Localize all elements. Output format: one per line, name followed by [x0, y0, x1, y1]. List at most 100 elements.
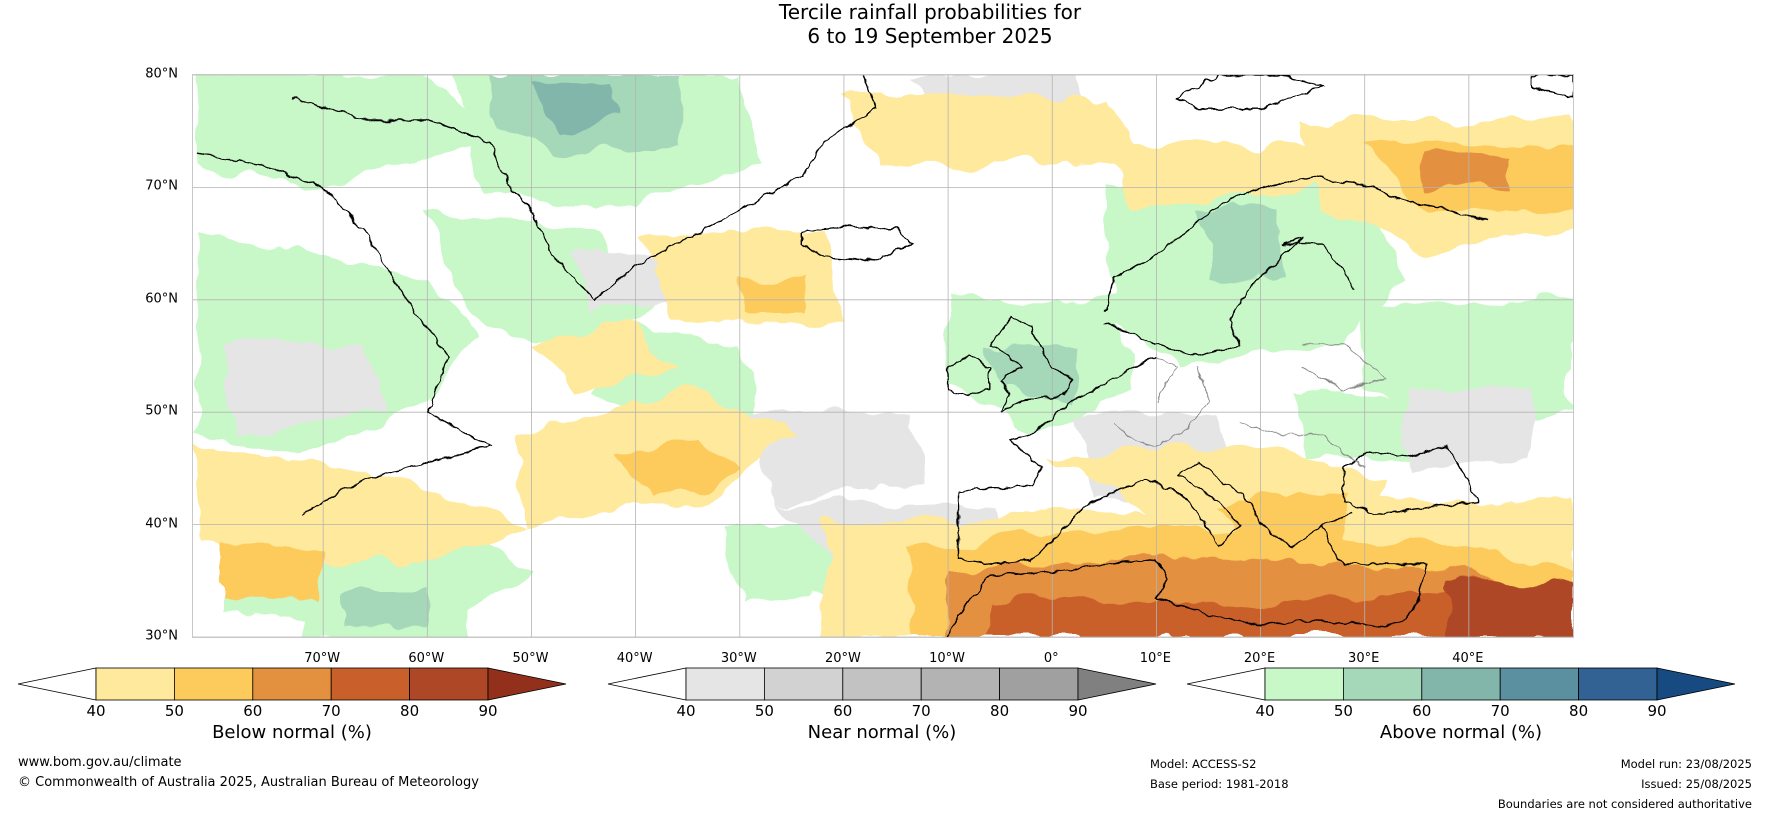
colorbar-tick-label: 40 — [86, 702, 106, 720]
coastline-africa — [947, 524, 1429, 637]
lon-label: 20°W — [824, 651, 861, 666]
country-border-0 — [1114, 367, 1210, 447]
lat-label: 80°N — [145, 66, 178, 82]
lon-label: 40°W — [616, 651, 653, 666]
coastline-europe-west — [957, 355, 1355, 565]
colorbar-extend-high — [1077, 667, 1157, 701]
coastline-greenland — [291, 75, 877, 301]
lon-label: 0° — [1043, 651, 1059, 666]
colorbar-near-normal: 40 50 60 70 80 90 Near normal (%) — [607, 667, 1157, 743]
colorbar-swatch — [1578, 667, 1658, 701]
copyright-notice: © Commonwealth of Australia 2025, Austra… — [18, 775, 479, 790]
colorbar-swatch — [173, 667, 254, 701]
coastline-britain — [988, 315, 1075, 413]
colorbar-swatch — [1264, 667, 1344, 701]
lon-label: 40°E — [1452, 651, 1484, 666]
region-below-4 — [1448, 580, 1573, 637]
colorbar-swatch — [252, 667, 332, 701]
region-below-1 — [1218, 490, 1344, 548]
colorbar-tick-label: 50 — [754, 702, 774, 720]
colorbar-swatch — [1499, 667, 1580, 701]
issued-date: Issued: 25/08/2025 — [1641, 777, 1752, 791]
colorbar-swatch — [763, 667, 844, 701]
country-border-2 — [1301, 344, 1387, 391]
boundaries-disclaimer: Boundaries are not considered authoritat… — [1497, 797, 1752, 811]
lon-label: 30°E — [1348, 651, 1380, 666]
map-title: Tercile rainfall probabilities for 6 to … — [0, 0, 1770, 48]
colorbar-tick-label: 60 — [243, 702, 263, 720]
coastline-svalbard — [1176, 75, 1326, 110]
title-line-1: Tercile rainfall probabilities for — [778, 0, 1082, 24]
graticule — [193, 75, 1573, 637]
colorbar-extend-low — [607, 667, 687, 701]
colorbar-tick-label: 40 — [1255, 702, 1275, 720]
colorbar-swatch — [685, 667, 765, 701]
colorbar-swatch — [95, 667, 175, 701]
title-line-2: 6 to 19 September 2025 — [807, 24, 1053, 48]
colorbar-tick-label: 70 — [911, 702, 931, 720]
coastline-baltic — [1104, 237, 1355, 357]
region-below-1 — [614, 434, 740, 503]
region-above-1 — [1198, 209, 1282, 278]
colorbar-tick-label: 90 — [1647, 702, 1667, 720]
lon-label: 10°W — [929, 651, 966, 666]
colorbar-swatch — [1342, 667, 1423, 701]
colorbar-extend-high — [487, 667, 567, 701]
lon-label: 10°E — [1139, 651, 1172, 666]
lon-label: 30°W — [720, 651, 757, 666]
rainfall-map — [193, 75, 1573, 637]
colorbar-tick-label: 90 — [1068, 702, 1088, 720]
colorbar-extend-low — [1186, 667, 1266, 701]
colorbar-tick-label: 80 — [400, 702, 420, 720]
region-below-0 — [1104, 142, 1344, 210]
coastline-iceland — [801, 225, 913, 262]
colorbar-extend-low — [17, 667, 97, 701]
lon-label: 70°W — [304, 651, 341, 666]
coastline-ireland — [947, 355, 991, 397]
colorbar-swatch — [330, 667, 411, 701]
region-below-0 — [198, 445, 532, 570]
colorbar-tick-label: 50 — [164, 702, 184, 720]
colorbar-below-swatches — [17, 667, 567, 701]
region-above-1 — [344, 592, 428, 626]
model-run-date: Model run: 23/08/2025 — [1620, 757, 1752, 771]
model-name: Model: ACCESS-S2 — [1150, 757, 1257, 771]
colorbar-swatch — [920, 667, 1001, 701]
region-below-0 — [843, 97, 1136, 165]
colorbar-swatch — [999, 667, 1079, 701]
website-link[interactable]: www.bom.gov.au/climate — [18, 755, 182, 770]
colorbar-tick-label: 70 — [321, 702, 341, 720]
lat-label: 50°N — [145, 403, 178, 419]
region-below-1 — [219, 547, 324, 604]
coastline-novaya — [1530, 75, 1573, 99]
lon-label: 60°W — [408, 651, 445, 666]
colorbar-swatch — [842, 667, 922, 701]
colorbar-below-title: Below normal (%) — [212, 722, 372, 743]
colorbar-above-title: Above normal (%) — [1379, 722, 1543, 743]
region-above-0 — [427, 209, 657, 356]
colorbar-tick-label: 90 — [478, 702, 498, 720]
colorbar-below-normal: 40 50 60 70 80 90 Below normal (%) — [17, 667, 567, 743]
lat-label: 40°N — [145, 516, 178, 532]
colorbar-swatch — [1421, 667, 1501, 701]
region-below-0 — [531, 322, 678, 390]
colorbar-tick-label: 80 — [990, 702, 1010, 720]
colorbar-above-normal: 40 50 60 70 80 90 Above normal (%) — [1186, 667, 1736, 743]
colorbar-extend-high — [1656, 667, 1736, 701]
lat-label: 60°N — [145, 291, 178, 307]
colorbar-tick-label: 70 — [1490, 702, 1510, 720]
colorbar-tick-label: 60 — [1412, 702, 1432, 720]
country-border-1 — [1239, 422, 1366, 469]
map-panel — [192, 74, 1574, 638]
colorbar-tick-label: 80 — [1569, 702, 1589, 720]
colorbar-tick-label: 60 — [833, 702, 853, 720]
coastline-scandinavia — [1103, 175, 1490, 312]
coastline-canada — [198, 153, 492, 515]
region-below-1 — [739, 277, 803, 311]
coastline-black-sea — [1343, 445, 1481, 515]
region-near-0 — [573, 254, 678, 311]
colorbar-tick-label: 50 — [1333, 702, 1353, 720]
colorbar-tick-label: 40 — [676, 702, 696, 720]
region-above-0 — [198, 75, 480, 188]
lon-label: 50°W — [512, 651, 549, 666]
